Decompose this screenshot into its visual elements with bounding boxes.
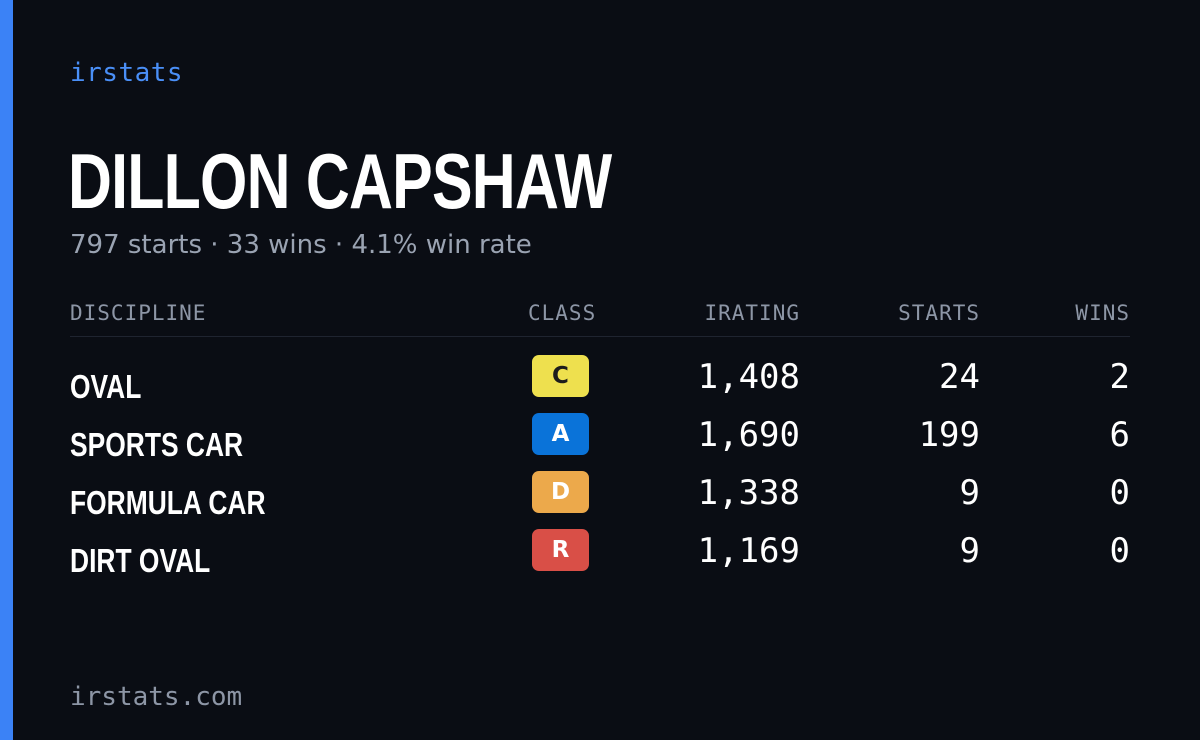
header-irating: IRATING bbox=[704, 301, 800, 325]
irating-value: 1,338 bbox=[697, 473, 800, 513]
wins-value: 0 bbox=[1109, 473, 1130, 513]
table-header-row: DISCIPLINE CLASS IRATING STARTS WINS bbox=[70, 296, 1130, 337]
table-row: OVAL C 1,408 24 2 bbox=[70, 353, 1130, 411]
table-row: FORMULA CAR D 1,338 9 0 bbox=[70, 469, 1130, 527]
irating-value: 1,169 bbox=[697, 531, 800, 571]
license-class-badge: R bbox=[532, 529, 589, 571]
discipline-name: FORMULA CAR bbox=[70, 484, 266, 521]
header-discipline: DISCIPLINE bbox=[70, 301, 207, 325]
brand-logo-text: irstats bbox=[70, 58, 184, 88]
wins-value: 2 bbox=[1109, 357, 1130, 397]
starts-value: 199 bbox=[918, 415, 980, 455]
wins-value: 6 bbox=[1109, 415, 1130, 455]
header-starts: STARTS bbox=[898, 301, 980, 325]
table-row: DIRT OVAL R 1,169 9 0 bbox=[70, 527, 1130, 585]
stats-table: DISCIPLINE CLASS IRATING STARTS WINS OVA… bbox=[70, 296, 1130, 585]
driver-summary: 797 starts · 33 wins · 4.1% win rate bbox=[70, 230, 532, 260]
footer-url: irstats.com bbox=[70, 682, 243, 712]
irating-value: 1,690 bbox=[697, 415, 800, 455]
starts-value: 9 bbox=[959, 473, 980, 513]
license-class-badge: A bbox=[532, 413, 589, 455]
wins-value: 0 bbox=[1109, 531, 1130, 571]
discipline-name: OVAL bbox=[70, 368, 142, 405]
license-class-badge: D bbox=[532, 471, 589, 513]
irating-value: 1,408 bbox=[697, 357, 800, 397]
discipline-name: DIRT OVAL bbox=[70, 542, 211, 579]
starts-value: 24 bbox=[939, 357, 980, 397]
discipline-name: SPORTS CAR bbox=[70, 426, 244, 463]
table-row: SPORTS CAR A 1,690 199 6 bbox=[70, 411, 1130, 469]
header-wins: WINS bbox=[1075, 301, 1130, 325]
starts-value: 9 bbox=[959, 531, 980, 571]
accent-bar bbox=[0, 0, 13, 740]
table-body: OVAL C 1,408 24 2 SPORTS CAR A 1,690 199… bbox=[70, 337, 1130, 585]
header-class: CLASS bbox=[528, 301, 597, 325]
driver-name: DILLON CAPSHAW bbox=[68, 137, 612, 225]
license-class-badge: C bbox=[532, 355, 589, 397]
